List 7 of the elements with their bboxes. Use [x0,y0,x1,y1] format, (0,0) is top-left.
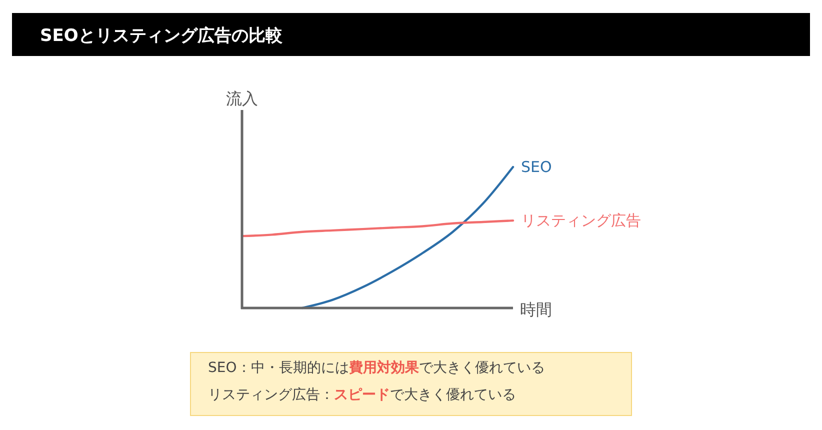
chart-title: SEOとリスティング広告の比較 [40,26,284,46]
series-label: SEO [521,158,552,176]
y-axis-title: 流入 [226,89,258,108]
series-label: リスティング広告 [521,212,641,230]
x-axis-title: 時間 [520,300,552,319]
text: リスティング広告：スピードで大きく優れている [208,387,516,403]
text: SEO：中・長期的には費用対効果で大きく優れている [208,359,545,376]
